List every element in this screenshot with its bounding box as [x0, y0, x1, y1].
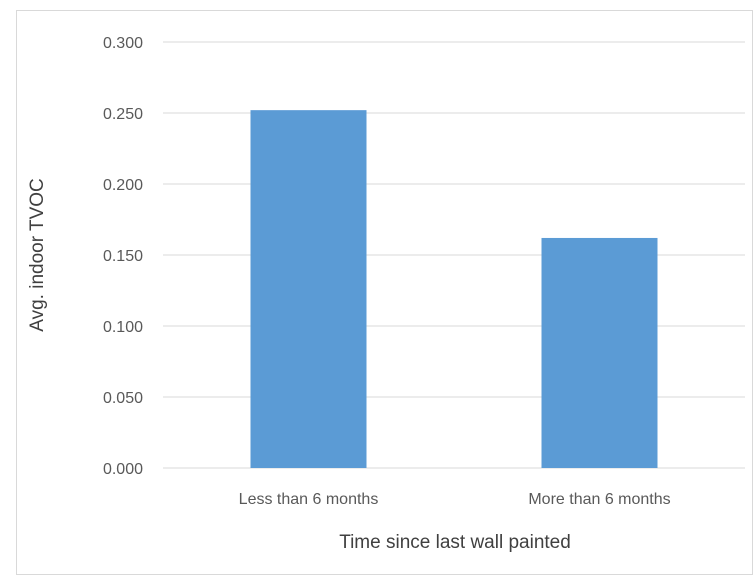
x-tick-label: Less than 6 months — [239, 491, 379, 508]
bar — [541, 237, 658, 468]
y-tick-label: 0.300 — [103, 35, 143, 52]
bar — [250, 110, 367, 468]
y-tick-labels: 0.000 0.050 0.100 0.150 0.200 0.250 0.300 — [103, 35, 143, 478]
y-tick-label: 0.200 — [103, 177, 143, 194]
y-tick-label: 0.050 — [103, 390, 143, 407]
x-tick-label: More than 6 months — [528, 491, 670, 508]
y-tick-label: 0.150 — [103, 248, 143, 265]
x-tick-labels: Less than 6 months More than 6 months — [239, 491, 671, 508]
y-tick-label: 0.250 — [103, 106, 143, 123]
y-axis-title: Avg. indoor TVOC — [27, 178, 48, 331]
y-tick-label: 0.000 — [103, 461, 143, 478]
y-tick-label: 0.100 — [103, 319, 143, 336]
gridlines — [163, 41, 745, 469]
x-axis-title: Time since last wall painted — [339, 532, 571, 553]
bars — [250, 110, 658, 468]
